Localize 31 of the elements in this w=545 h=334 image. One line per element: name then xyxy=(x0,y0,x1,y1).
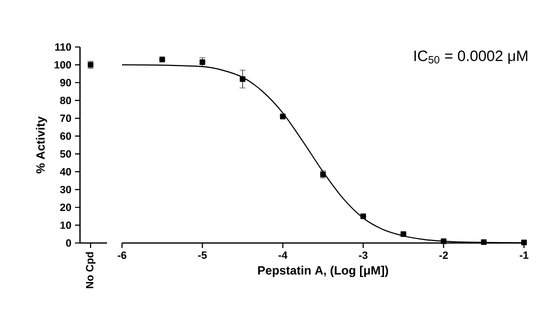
annotation: IC$_{50}$ = 0.0002 μM xyxy=(414,50,528,64)
x-tick-label: -2 xyxy=(439,252,448,259)
y-tick-label: 30 xyxy=(60,186,72,194)
y-tick-label: 70 xyxy=(60,114,72,122)
x-tick-label: -1 xyxy=(520,252,528,259)
y-tick-label: 0 xyxy=(66,239,72,247)
point xyxy=(400,231,406,237)
point xyxy=(440,238,446,244)
y-axis-title: % Activity xyxy=(36,116,48,174)
y-tick-label: 40 xyxy=(60,168,72,176)
point xyxy=(360,213,366,220)
point xyxy=(280,114,286,120)
y-tick-label: 60 xyxy=(60,132,72,140)
y-tick-label: 20 xyxy=(60,204,72,212)
y-tick-label: 50 xyxy=(60,150,72,158)
x-tick-label: -5 xyxy=(198,252,207,259)
x-tick-label: -3 xyxy=(358,252,368,259)
x-tick-label: No Cpd xyxy=(86,252,96,288)
y-tick-label: 80 xyxy=(60,96,72,104)
x-axis-title: Pepstatin A, (Log [μM]) xyxy=(258,266,388,278)
y-tick-label: 10 xyxy=(60,221,72,229)
point xyxy=(240,76,246,82)
point xyxy=(521,240,527,246)
y-tick-label: 90 xyxy=(60,78,72,86)
point xyxy=(481,239,487,245)
point xyxy=(200,59,206,65)
y-tick-label: 100 xyxy=(54,61,72,69)
x-tick-label: -6 xyxy=(118,252,126,259)
x-tick-label: -4 xyxy=(278,252,288,259)
point xyxy=(159,56,165,62)
y-tick-label: 110 xyxy=(55,43,72,51)
